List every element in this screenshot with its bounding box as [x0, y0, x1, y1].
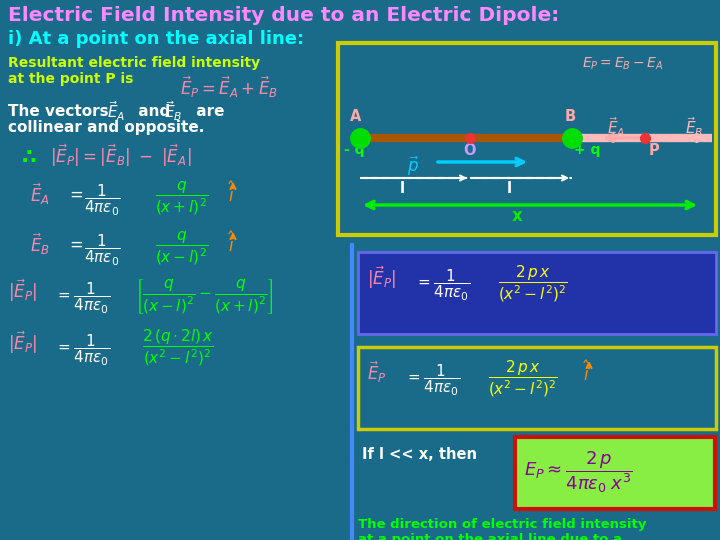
Text: $\dfrac{1}{4\pi\varepsilon_0}$: $\dfrac{1}{4\pi\varepsilon_0}$ [84, 233, 120, 268]
Text: $\vec{E}_P$: $\vec{E}_P$ [367, 360, 387, 386]
Text: $=$: $=$ [66, 235, 84, 253]
Text: The vectors: The vectors [8, 104, 114, 119]
Text: $|\vec{E}_P|$: $|\vec{E}_P|$ [367, 265, 396, 292]
Text: $\vec{E}_A$: $\vec{E}_A$ [107, 99, 125, 123]
Text: $=\dfrac{1}{4\pi\varepsilon_0}$: $=\dfrac{1}{4\pi\varepsilon_0}$ [415, 268, 470, 303]
Text: $\dfrac{q}{(x-l)^2}$: $\dfrac{q}{(x-l)^2}$ [155, 230, 208, 267]
Text: $\hat{i}$: $\hat{i}$ [228, 181, 235, 206]
Text: $\vec{E}_P = \vec{E}_A + \vec{E}_B$: $\vec{E}_P = \vec{E}_A + \vec{E}_B$ [180, 75, 278, 100]
Text: l: l [507, 181, 512, 196]
Text: are: are [191, 104, 225, 119]
Text: $\dfrac{2\,p\,x}{(x^2-l^2)^2}$: $\dfrac{2\,p\,x}{(x^2-l^2)^2}$ [488, 359, 558, 400]
Text: + q: + q [574, 143, 600, 157]
Text: $\vec{E}_B$: $\vec{E}_B$ [164, 99, 182, 123]
Text: Electric Field Intensity due to an Electric Dipole:: Electric Field Intensity due to an Elect… [8, 6, 559, 25]
Text: If l << x, then: If l << x, then [362, 447, 477, 462]
Bar [358, 347, 716, 429]
Text: l: l [400, 181, 405, 196]
Bar [515, 437, 715, 509]
Text: $\dfrac{2\,p\,x}{(x^2-l^2)^2}$: $\dfrac{2\,p\,x}{(x^2-l^2)^2}$ [498, 264, 567, 305]
Text: $=\dfrac{1}{4\pi\varepsilon_0}$: $=\dfrac{1}{4\pi\varepsilon_0}$ [55, 333, 110, 368]
Text: $\left[\dfrac{q}{(x-l)^2} - \dfrac{q}{(x+l)^2}\right]$: $\left[\dfrac{q}{(x-l)^2} - \dfrac{q}{(x… [135, 277, 274, 315]
Text: x: x [512, 207, 523, 225]
Text: $E_P = E_B - E_A$: $E_P = E_B - E_A$ [582, 56, 664, 72]
Text: and: and [133, 104, 176, 119]
Bar [358, 252, 716, 334]
Text: $\vec{E}_B$: $\vec{E}_B$ [30, 232, 50, 258]
Text: ∴: ∴ [22, 148, 37, 168]
Text: i) At a point on the axial line:: i) At a point on the axial line: [8, 30, 304, 48]
Text: $\vec{E}_A$: $\vec{E}_A$ [607, 115, 626, 139]
Text: P: P [649, 143, 660, 158]
Text: $\hat{i}$: $\hat{i}$ [228, 231, 235, 255]
Text: $\vec{E}_A$: $\vec{E}_A$ [30, 182, 50, 207]
Text: $|\vec{E}_P| = |\vec{E}_B|\ -\ |\vec{E}_A|$: $|\vec{E}_P| = |\vec{E}_B|\ -\ |\vec{E}_… [50, 143, 192, 170]
Text: B: B [565, 109, 576, 124]
Text: $=$: $=$ [66, 185, 84, 203]
Text: collinear and opposite.: collinear and opposite. [8, 120, 204, 135]
Text: $\dfrac{q}{(x+l)^2}$: $\dfrac{q}{(x+l)^2}$ [155, 180, 208, 218]
Text: $E_P \approx \dfrac{2\,p}{4\pi\varepsilon_0\;x^3}$: $E_P \approx \dfrac{2\,p}{4\pi\varepsilo… [524, 449, 633, 495]
Text: $\dfrac{1}{4\pi\varepsilon_0}$: $\dfrac{1}{4\pi\varepsilon_0}$ [84, 183, 120, 219]
Text: $|\vec{E}_P|$: $|\vec{E}_P|$ [8, 330, 37, 356]
Text: O: O [463, 143, 475, 158]
Text: $\vec{E}_B$: $\vec{E}_B$ [685, 115, 703, 139]
Text: Resultant electric field intensity: Resultant electric field intensity [8, 56, 260, 70]
Text: at the point P is: at the point P is [8, 72, 133, 86]
Text: $=\dfrac{1}{4\pi\varepsilon_0}$: $=\dfrac{1}{4\pi\varepsilon_0}$ [405, 363, 460, 399]
Text: A: A [350, 109, 361, 124]
Text: - q: - q [344, 143, 364, 157]
Text: $\dfrac{2\,(q \cdot 2l)\,x}{(x^2 - l^2)^2}$: $\dfrac{2\,(q \cdot 2l)\,x}{(x^2 - l^2)^… [142, 328, 214, 368]
Text: $\hat{i}$: $\hat{i}$ [583, 360, 590, 384]
Text: $\vec{p}$: $\vec{p}$ [407, 155, 419, 179]
Text: The direction of electric field intensity
at a point on the axial line due to a
: The direction of electric field intensit… [358, 518, 647, 540]
Bar [338, 43, 716, 235]
Text: $=\dfrac{1}{4\pi\varepsilon_0}$: $=\dfrac{1}{4\pi\varepsilon_0}$ [55, 281, 110, 316]
Text: $|\vec{E}_P|$: $|\vec{E}_P|$ [8, 278, 37, 305]
